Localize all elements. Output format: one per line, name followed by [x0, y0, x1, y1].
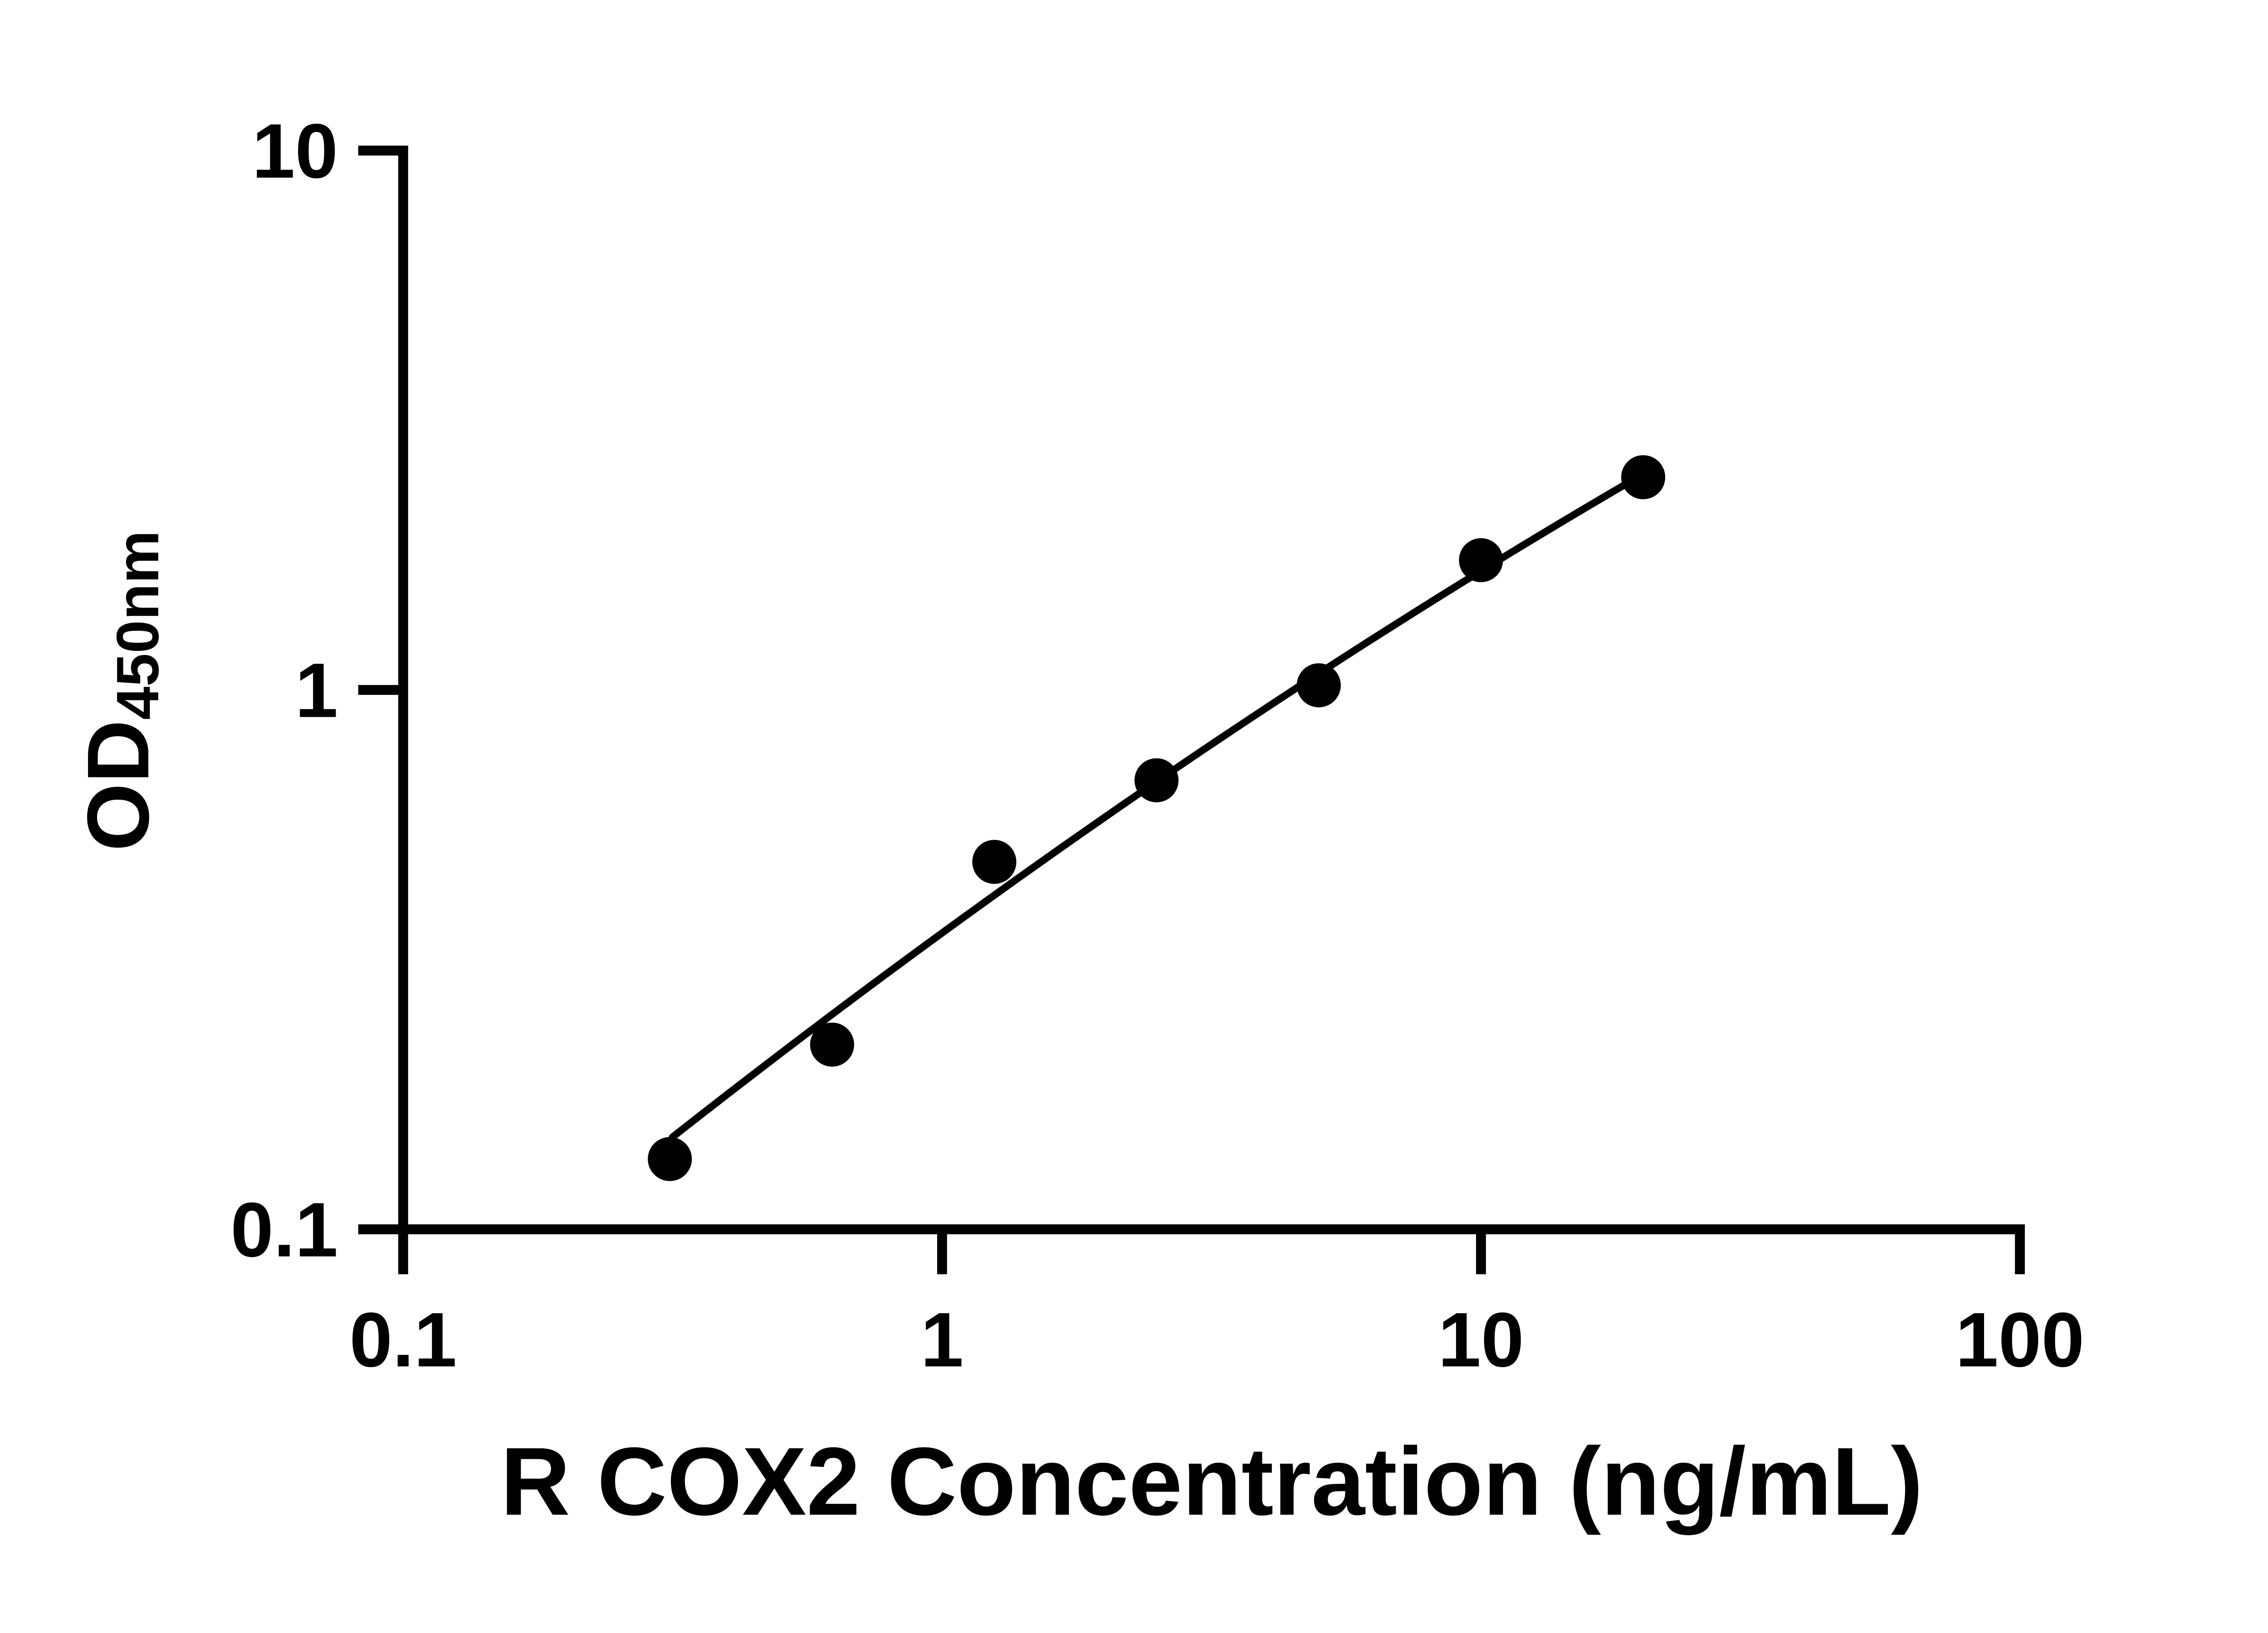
x-tick-label: 1 [921, 1297, 964, 1383]
x-axis-title: R COX2 Concentration (ng/mL) [500, 1428, 1923, 1535]
data-points [648, 455, 1666, 1181]
y-tick-label: 1 [295, 648, 338, 734]
y-axis-ticks: 0.1 1 10 [230, 108, 403, 1273]
data-point [1134, 758, 1179, 802]
data-point [1296, 663, 1341, 708]
y-tick-label: 10 [252, 108, 338, 195]
data-point [1459, 538, 1503, 582]
y-axis-title: OD450nm [69, 530, 171, 851]
y-axis-title-main: OD [69, 720, 167, 851]
y-tick-label: 0.1 [230, 1187, 338, 1273]
x-axis-ticks: 0.1 1 10 100 [349, 1229, 2084, 1383]
axes: 0.1 1 10 0.1 1 10 100 [230, 108, 2084, 1384]
data-point [648, 1137, 692, 1181]
x-tick-label: 10 [1438, 1297, 1524, 1383]
y-axis-title-subscript: 450nm [104, 530, 171, 719]
x-tick-label: 100 [1955, 1297, 2084, 1383]
x-tick-label: 0.1 [349, 1297, 457, 1383]
data-point [972, 840, 1017, 884]
data-point [810, 1022, 854, 1067]
data-point [1621, 455, 1666, 499]
